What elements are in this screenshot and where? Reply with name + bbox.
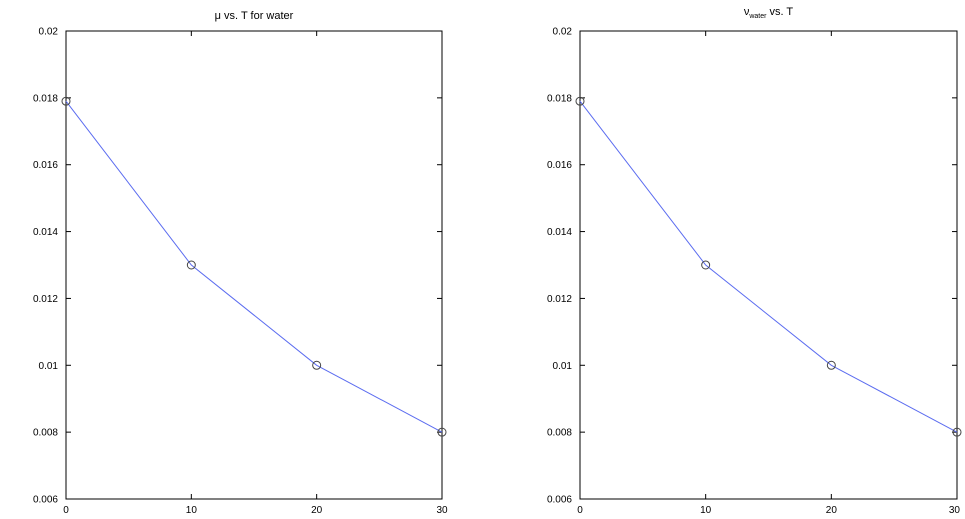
y-tick-label: 0.018 <box>547 93 572 104</box>
data-point <box>61 96 71 106</box>
title-rest: vs. T <box>766 6 793 18</box>
y-tick-label: 0.02 <box>39 27 59 38</box>
title-main: ν <box>744 6 750 18</box>
data-point <box>952 427 962 437</box>
series-line <box>575 96 962 437</box>
data-point <box>826 360 836 370</box>
chart-title: μ vs. T for water <box>215 10 294 22</box>
x-tick-label: 0 <box>577 505 583 516</box>
axes-frame <box>579 30 958 500</box>
y-tick-label: 0.006 <box>33 495 58 506</box>
y-axis: 0.006 0.008 0.01 0.012 0.014 0.016 0.018 0.02 <box>547 27 957 506</box>
x-axis: 0 10 20 30 <box>577 31 960 516</box>
y-tick-label: 0.016 <box>547 160 572 171</box>
plot-nu-water-vs-t: 0.006 0.008 0.01 0.012 0.014 0.016 0.018 0.02 0… <box>547 6 962 516</box>
data-point <box>575 96 585 106</box>
series-line-path <box>65 100 443 433</box>
y-tick-label: 0.02 <box>553 27 573 38</box>
chart-title: νwater vs. T <box>744 6 794 20</box>
x-tick-label: 20 <box>311 505 323 516</box>
x-tick-label: 30 <box>436 505 448 516</box>
series-line <box>61 96 447 437</box>
x-tick-label: 20 <box>826 505 838 516</box>
x-axis: 0 10 20 30 <box>63 31 448 516</box>
y-tick-label: 0.014 <box>547 227 572 238</box>
data-point <box>312 360 322 370</box>
data-point <box>186 260 196 270</box>
y-tick-label: 0.008 <box>33 428 58 439</box>
plot-mu-vs-t: 0.006 0.008 0.01 0.012 0.014 0.016 0.018 0.02 0… <box>33 10 448 516</box>
y-tick-label: 0.01 <box>39 361 59 372</box>
y-tick-label: 0.014 <box>33 227 58 238</box>
y-tick-label: 0.012 <box>547 294 572 305</box>
axes-frame <box>65 30 443 500</box>
y-tick-label: 0.01 <box>553 361 573 372</box>
y-tick-label: 0.016 <box>33 160 58 171</box>
y-tick-label: 0.008 <box>547 428 572 439</box>
y-tick-label: 0.012 <box>33 294 58 305</box>
x-tick-label: 30 <box>949 505 961 516</box>
title-sub: water <box>748 13 767 20</box>
y-tick-label: 0.018 <box>33 93 58 104</box>
x-tick-label: 10 <box>700 505 712 516</box>
data-point <box>701 260 711 270</box>
y-tick-label: 0.006 <box>547 495 572 506</box>
y-axis: 0.006 0.008 0.01 0.012 0.014 0.016 0.018 0.02 <box>33 27 442 506</box>
series-line-path <box>579 100 958 433</box>
x-tick-label: 0 <box>63 505 69 516</box>
title-main: μ vs. T for water <box>215 10 294 22</box>
x-tick-label: 10 <box>186 505 198 516</box>
data-point <box>437 427 447 437</box>
